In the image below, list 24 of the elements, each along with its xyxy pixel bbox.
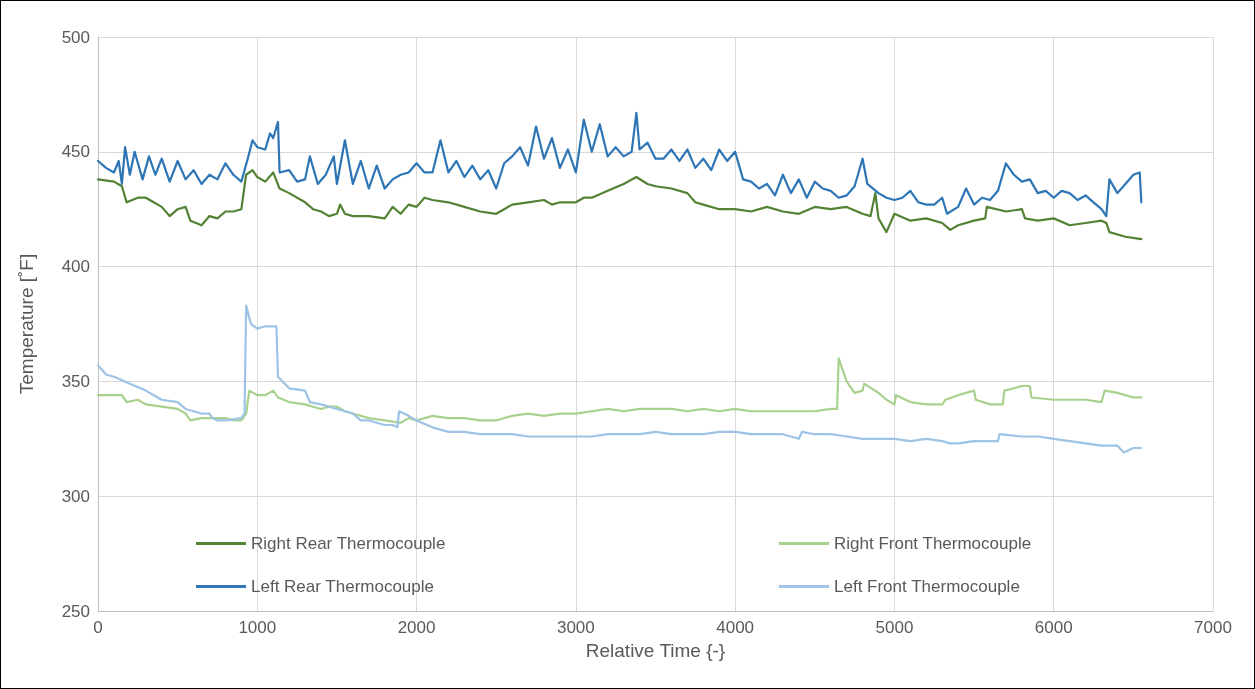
legend-label: Left Front Thermocouple — [834, 577, 1020, 596]
x-tick-label: 6000 — [1034, 618, 1073, 637]
y-tick-label: 300 — [61, 486, 90, 506]
line-series — [96, 111, 1143, 218]
y-tick-label: 500 — [61, 27, 90, 47]
x-tick-label: 7000 — [1194, 618, 1232, 637]
y-tick-label: 250 — [61, 601, 90, 621]
x-tick-label: 3000 — [556, 618, 595, 637]
legend-label: Right Front Thermocouple — [834, 534, 1032, 553]
legend-label: Right Rear Thermocouple — [251, 534, 446, 553]
y-tick-label: 350 — [61, 371, 90, 391]
y-tick-label: 450 — [61, 142, 90, 162]
x-tick-label: 2000 — [397, 618, 436, 637]
x-tick-label: 4000 — [716, 618, 755, 637]
y-tick-label: 400 — [61, 257, 90, 277]
y-axis-title: Temperature [˚F] — [16, 253, 37, 395]
line-series — [96, 304, 1143, 454]
legend-label: Left Rear Thermocouple — [251, 577, 435, 596]
x-tick-label: 5000 — [875, 618, 914, 637]
x-tick-label: 0 — [93, 618, 103, 637]
line-series — [96, 357, 1143, 424]
x-axis-title: Relative Time {-} — [585, 640, 726, 661]
line-series — [96, 169, 1143, 241]
x-tick-label: 1000 — [238, 618, 277, 637]
